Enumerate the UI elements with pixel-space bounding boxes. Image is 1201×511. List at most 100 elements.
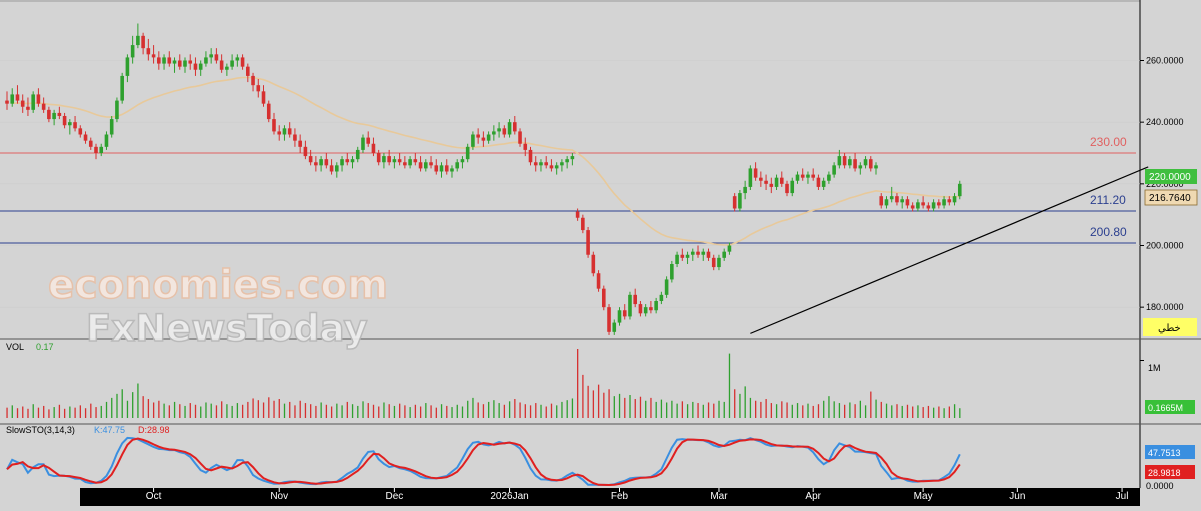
candle-129 <box>680 248 685 261</box>
candle-body-149 <box>785 183 789 194</box>
volume-bar-19 <box>105 401 108 418</box>
volume-bar-40 <box>215 405 218 418</box>
time-label-7: May <box>914 491 933 502</box>
volume-bar-83 <box>440 404 443 418</box>
stochastic-lines <box>6 436 961 487</box>
volume-bar-29 <box>158 400 160 418</box>
candle-101 <box>533 156 538 172</box>
candle-181 <box>952 193 957 206</box>
volume-bar-43 <box>231 405 233 418</box>
volume-bar-121 <box>639 396 642 418</box>
price-tick-label-4: 180.0000 <box>1146 302 1184 312</box>
volume-axis-label: 1M <box>1148 363 1161 373</box>
candle-42 <box>225 63 229 76</box>
volume-bar-160 <box>844 404 846 418</box>
volume-last-label: 0.1665M <box>1148 403 1183 413</box>
volume-bar-49 <box>262 402 265 418</box>
candle-116 <box>612 319 617 335</box>
candle-body-101 <box>533 162 538 166</box>
candle-16 <box>88 137 93 150</box>
candle-body-21 <box>115 100 119 120</box>
candle-124 <box>654 297 658 314</box>
candle-63 <box>335 162 339 178</box>
watermark-fxnewstoday: FxNewsToday <box>86 307 368 350</box>
volume-bar-46 <box>247 401 249 418</box>
candle-136 <box>717 254 721 271</box>
candle-47 <box>251 72 255 92</box>
candle-117 <box>617 307 622 326</box>
candle-body-5 <box>31 94 35 110</box>
time-label-1: Nov <box>270 491 288 502</box>
volume-bar-99 <box>524 404 526 418</box>
volume-bar-52 <box>278 399 280 418</box>
candle-35 <box>188 54 193 70</box>
time-label-0: Oct <box>146 491 162 502</box>
candle-body-94 <box>497 128 501 132</box>
candle-59 <box>314 156 318 172</box>
candle-body-179 <box>942 199 946 206</box>
volume-bar-1 <box>11 405 13 418</box>
volume-bar-17 <box>95 407 97 418</box>
candle-body-65 <box>345 159 350 163</box>
volume-bar-24 <box>132 392 134 418</box>
candle-43 <box>230 54 234 70</box>
candle-144 <box>759 171 763 187</box>
candle-94 <box>497 122 501 138</box>
candle-body-91 <box>481 137 486 141</box>
candle-body-39 <box>209 54 213 58</box>
candle-85 <box>450 165 454 178</box>
candle-130 <box>685 251 690 264</box>
candle-body-81 <box>429 162 433 166</box>
candle-81 <box>429 156 433 169</box>
candle-121 <box>638 301 643 317</box>
candle-body-92 <box>486 134 491 141</box>
volume-bars <box>6 349 1144 418</box>
legend-tag[interactable] <box>1143 318 1197 336</box>
volume-bar-167 <box>880 401 882 418</box>
volume-bar-129 <box>681 401 684 418</box>
volume-bar-112 <box>592 390 595 418</box>
candle-110 <box>581 214 585 234</box>
volume-bar-126 <box>666 402 668 418</box>
stochastic-d-tag <box>1145 465 1195 479</box>
candle-body-137 <box>722 251 726 258</box>
candle-body-106 <box>560 162 564 166</box>
candle-body-10 <box>57 112 62 116</box>
volume-bar-14 <box>79 405 81 418</box>
candle-33 <box>177 54 182 70</box>
line-label-200: 200.80 <box>1090 225 1127 239</box>
volume-bar-98 <box>519 402 521 418</box>
volume-bar-90 <box>477 402 479 418</box>
volume-bar-152 <box>802 405 804 418</box>
volume-bar-37 <box>200 406 202 418</box>
candle-body-77 <box>408 159 412 166</box>
volume-bar-162 <box>854 404 856 418</box>
ma-price-label: 216.7640 <box>1149 193 1191 204</box>
volume-bar-155 <box>817 404 820 418</box>
candle-102 <box>539 159 543 172</box>
volume-bar-100 <box>529 405 532 418</box>
candle-body-51 <box>272 119 276 132</box>
candle-body-72 <box>382 156 386 163</box>
ma-price-tag <box>1144 189 1198 206</box>
candle-body-47 <box>251 75 255 86</box>
time-label-2: Dec <box>385 491 403 502</box>
volume-bar-73 <box>388 404 390 418</box>
candle-68 <box>361 134 365 153</box>
candle-body-104 <box>549 165 554 169</box>
line-label-230: 230.00 <box>1090 135 1127 149</box>
candle-body-95 <box>502 128 507 135</box>
volume-bar-23 <box>126 400 129 418</box>
volume-bar-105 <box>556 405 558 418</box>
candle-76 <box>403 156 407 169</box>
candle-body-1 <box>10 94 15 104</box>
stochastic-d-label: D:28.98 <box>138 425 170 435</box>
volume-bar-150 <box>791 404 793 418</box>
legend-tag-label: خطي <box>1158 323 1181 334</box>
candle-67 <box>355 146 360 163</box>
candle-body-128 <box>675 254 679 264</box>
candle-body-129 <box>680 254 685 258</box>
stochastic-k-tag <box>1145 445 1195 459</box>
